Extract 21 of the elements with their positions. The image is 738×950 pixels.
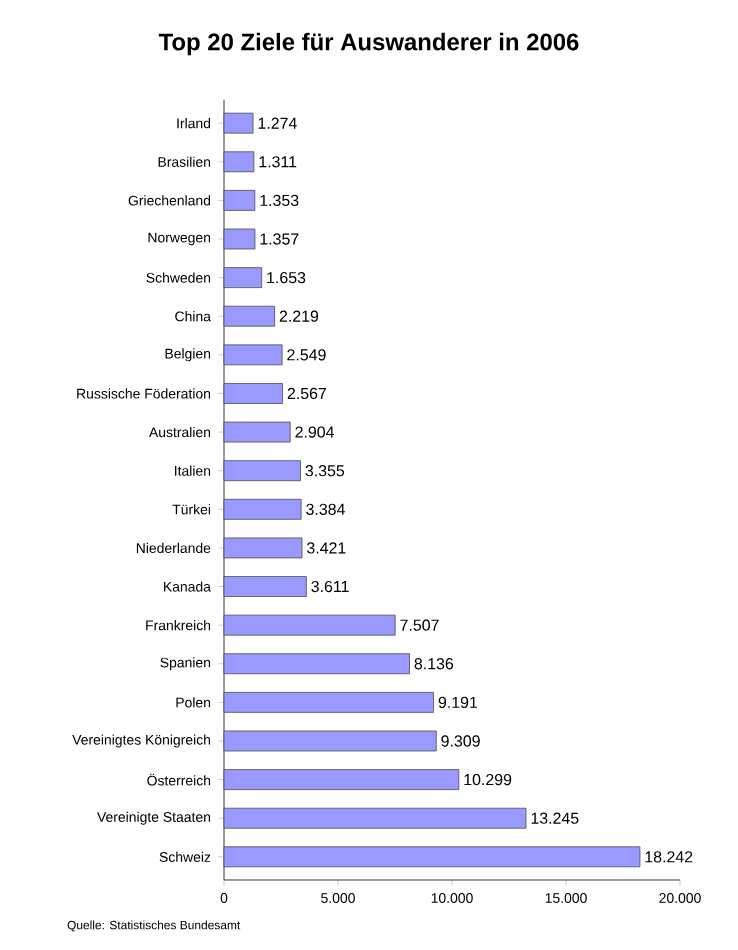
bar <box>223 421 291 443</box>
chart-title: Top 20 Ziele für Auswanderer in 2006 <box>158 32 579 56</box>
bar <box>223 344 283 366</box>
bar <box>223 460 301 482</box>
bar <box>223 305 275 327</box>
bar <box>223 498 302 520</box>
bar <box>223 846 641 868</box>
bar <box>223 383 283 404</box>
bar <box>223 730 437 752</box>
bar <box>223 576 307 597</box>
bar <box>223 267 263 289</box>
bar <box>223 769 460 790</box>
bar <box>223 151 255 173</box>
bar <box>223 537 303 559</box>
bar <box>223 691 434 713</box>
bar <box>223 653 410 675</box>
bar <box>223 614 396 636</box>
bar <box>223 189 256 211</box>
bar <box>223 112 254 134</box>
bar <box>223 228 256 250</box>
bar <box>223 807 527 829</box>
